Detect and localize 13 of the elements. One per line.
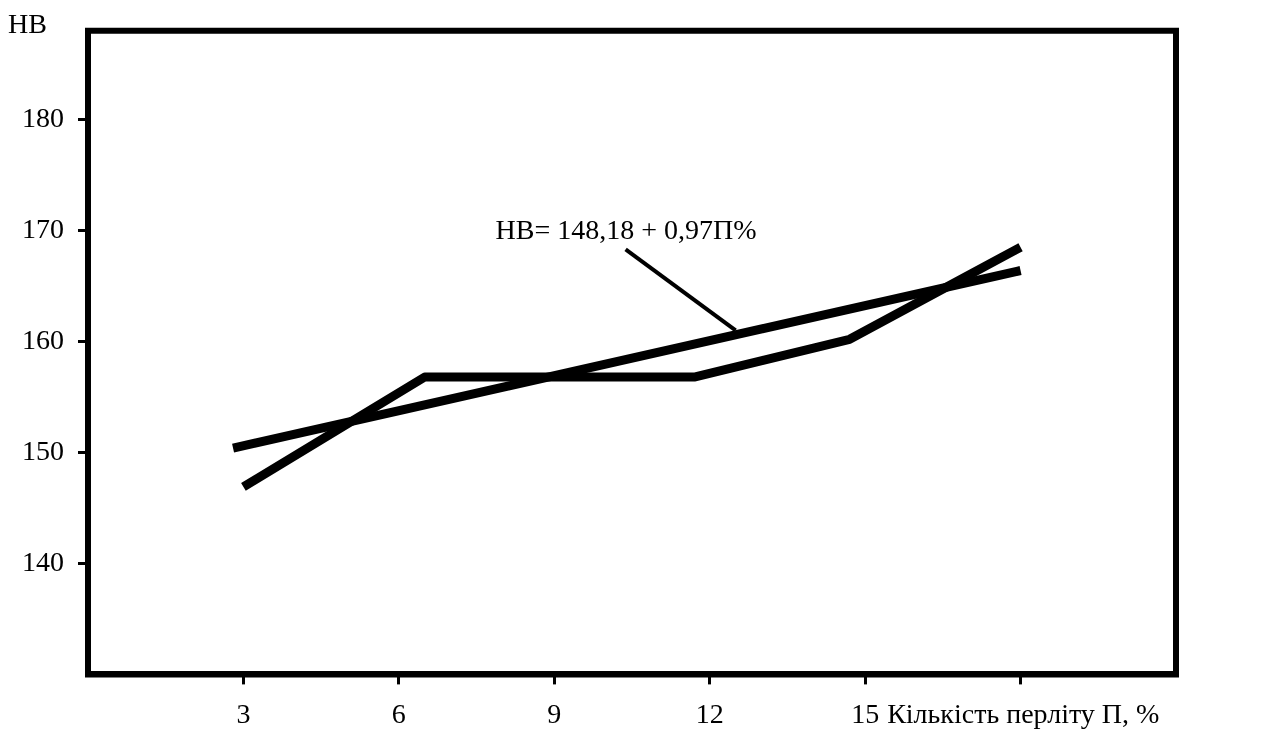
x-tick-label: 12 [695,697,724,729]
x-tick-label: 9 [547,697,562,729]
y-tick-label: 180 [22,101,64,133]
y-tick-label: 160 [22,323,64,355]
x-axis-title: Кількість перліту П, % [887,697,1160,729]
y-tick-label: 150 [22,434,64,466]
x-tick-label: 15 [851,697,880,729]
y-axis-title: HB [8,8,47,40]
x-tick-label: 6 [391,697,406,729]
y-tick-label: 170 [22,212,64,244]
annotation: HB= 148,18 + 0,97П% [495,213,757,245]
x-tick-label: 3 [236,697,251,729]
y-tick-label: 140 [22,545,64,577]
